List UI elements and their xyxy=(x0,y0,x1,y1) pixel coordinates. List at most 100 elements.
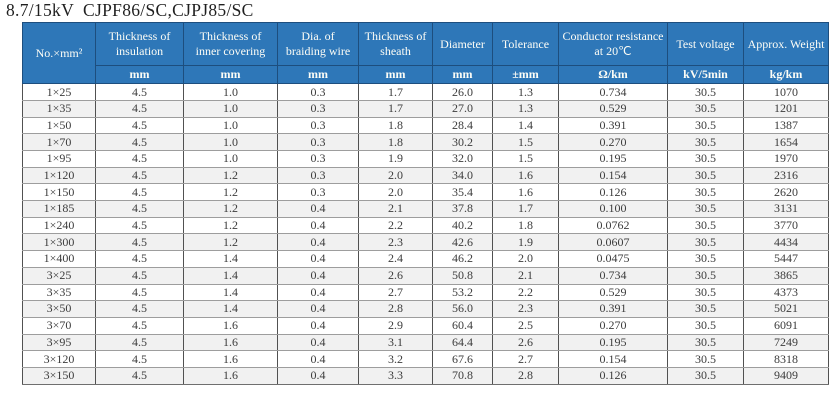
table-cell: 0.3 xyxy=(277,133,359,151)
table-cell: 2.1 xyxy=(358,200,433,218)
unit-thickness-sheath: mm xyxy=(358,65,433,85)
table-cell: 1.0 xyxy=(183,116,278,135)
table-cell: 30.5 xyxy=(667,366,744,385)
table-cell: 0.4 xyxy=(277,366,359,385)
table-cell: 4.5 xyxy=(95,166,184,185)
unit-tolerance: ±mm xyxy=(492,65,559,85)
table-cell: 2.7 xyxy=(358,283,433,302)
table-cell: 30.5 xyxy=(667,266,744,285)
table-cell: 1387 xyxy=(743,116,829,135)
table-row: 3×50 4.5 1.4 0.4 2.8 56.0 2.3 0.391 30.5 5021 xyxy=(22,300,829,318)
table-cell: 0.154 xyxy=(558,350,668,368)
table-cell: 3865 xyxy=(743,266,829,285)
table-cell: 4.5 xyxy=(95,366,184,385)
table-cell: 27.0 xyxy=(432,99,493,118)
table-cell: 4373 xyxy=(743,283,829,302)
table-cell: 4.5 xyxy=(95,350,184,368)
table-cell: 1.3 xyxy=(492,99,559,118)
table-cell: 4.5 xyxy=(95,150,184,168)
table-cell: 4.5 xyxy=(95,333,184,352)
table-cell: 0.100 xyxy=(558,200,668,218)
table-row: 1×185 4.5 1.2 0.4 2.1 37.8 1.7 0.100 30.5 3131 xyxy=(22,200,829,218)
table-cell: 2316 xyxy=(743,166,829,185)
table-cell: 0.4 xyxy=(277,266,359,285)
table-cell: 2.7 xyxy=(492,350,559,368)
table-row: 1×25 4.5 1.0 0.3 1.7 26.0 1.3 0.734 30.5 1070 xyxy=(22,83,829,101)
table-row: 1×70 4.5 1.0 0.3 1.8 30.2 1.5 0.270 30.5 1654 xyxy=(22,133,829,151)
table-cell: 1.7 xyxy=(358,99,433,118)
table-cell: 42.6 xyxy=(432,233,493,252)
table-cell: 4.5 xyxy=(95,250,184,268)
table-cell: 9409 xyxy=(743,366,829,385)
table-cell: 30.5 xyxy=(667,150,744,168)
table-cell: 1.2 xyxy=(183,183,278,202)
table-cell: 0.154 xyxy=(558,166,668,185)
table-cell: 50.8 xyxy=(432,266,493,285)
table-cell: 0.391 xyxy=(558,116,668,135)
col-header-tolerance: Tolerance xyxy=(492,22,559,67)
table-cell: 4.5 xyxy=(95,200,184,218)
table-cell: 70.8 xyxy=(432,366,493,385)
table-cell: 0.0762 xyxy=(558,216,668,235)
table-cell: 2.3 xyxy=(358,233,433,252)
table-cell: 1654 xyxy=(743,133,829,151)
table-cell: 6091 xyxy=(743,316,829,335)
table-cell: 3.2 xyxy=(358,350,433,368)
table-cell: 1.9 xyxy=(358,150,433,168)
table-cell: 0.4 xyxy=(277,250,359,268)
table-cell: 1×95 xyxy=(22,150,96,168)
table-cell: 2.6 xyxy=(492,333,559,352)
table-cell: 2.5 xyxy=(492,316,559,335)
table-cell: 30.5 xyxy=(667,316,744,335)
unit-dia-braiding-wire: mm xyxy=(277,65,359,85)
table-cell: 2.8 xyxy=(492,366,559,385)
table-cell: 1.0 xyxy=(183,99,278,118)
table-cell: 1.6 xyxy=(183,316,278,335)
table-row: 3×70 4.5 1.6 0.4 2.9 60.4 2.5 0.270 30.5 6091 xyxy=(22,316,829,335)
col-header-approx-weight: Approx. Weight xyxy=(743,22,829,67)
header-label-row: No.×mm² Thickness of insulation Thicknes… xyxy=(22,22,829,85)
table-cell: 0.126 xyxy=(558,183,668,202)
table-row: 1×240 4.5 1.2 0.4 2.2 40.2 1.8 0.0762 30.5 3770 xyxy=(22,216,829,235)
table-cell: 4.5 xyxy=(95,99,184,118)
table-cell: 2.3 xyxy=(492,300,559,318)
table-cell: 30.5 xyxy=(667,200,744,218)
table-cell: 0.3 xyxy=(277,83,359,101)
table-cell: 2.0 xyxy=(358,166,433,185)
table-cell: 1.8 xyxy=(358,116,433,135)
unit-conductor-resistance: Ω/km xyxy=(558,65,668,85)
table-cell: 30.5 xyxy=(667,333,744,352)
table-cell: 2.9 xyxy=(358,316,433,335)
table-cell: 1×120 xyxy=(22,166,96,185)
col-header-size: No.×mm² xyxy=(22,22,96,85)
table-cell: 3×150 xyxy=(22,366,96,385)
table-cell: 1×185 xyxy=(22,200,96,218)
table-cell: 64.4 xyxy=(432,333,493,352)
table-cell: 1.8 xyxy=(358,133,433,151)
table-cell: 0.4 xyxy=(277,350,359,368)
table-cell: 1.5 xyxy=(492,133,559,151)
table-cell: 30.5 xyxy=(667,250,744,268)
table-cell: 3.1 xyxy=(358,333,433,352)
table-cell: 7249 xyxy=(743,333,829,352)
table-cell: 0.391 xyxy=(558,300,668,318)
table-cell: 35.4 xyxy=(432,183,493,202)
table-cell: 4.5 xyxy=(95,266,184,285)
col-header-thickness-insulation: Thickness of insulation xyxy=(95,22,184,67)
table-cell: 4434 xyxy=(743,233,829,252)
table-cell: 1.0 xyxy=(183,133,278,151)
table-row: 1×150 4.5 1.2 0.3 2.0 35.4 1.6 0.126 30.5 2620 xyxy=(22,183,829,202)
table-cell: 1.4 xyxy=(183,283,278,302)
header-unit-row: mm mm mm mm mm ±mm Ω/km kV/5min kg/km xyxy=(23,65,829,85)
table-cell: 0.195 xyxy=(558,150,668,168)
table-cell: 37.8 xyxy=(432,200,493,218)
table-cell: 1×50 xyxy=(22,116,96,135)
table-cell: 30.5 xyxy=(667,350,744,368)
table-cell: 0.4 xyxy=(277,216,359,235)
table-cell: 0.195 xyxy=(558,333,668,352)
table-row: 1×50 4.5 1.0 0.3 1.8 28.4 1.4 0.391 30.5 1387 xyxy=(22,116,829,135)
table-cell: 1×300 xyxy=(22,233,96,252)
table-cell: 1×150 xyxy=(22,183,96,202)
table-cell: 3770 xyxy=(743,216,829,235)
col-header-dia-braiding-wire: Dia. of braiding wire xyxy=(277,22,359,67)
